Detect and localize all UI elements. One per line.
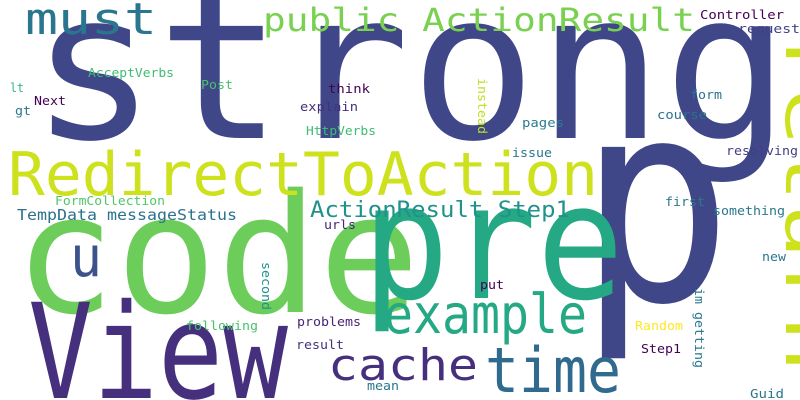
word-TempData-messageStatus: TempData messageStatus	[17, 206, 237, 224]
word-instead: instead	[475, 78, 489, 134]
word-im-getting: im getting	[692, 288, 706, 368]
word-Random: Random	[635, 319, 683, 333]
word-new: new	[762, 250, 787, 264]
word-lt: lt	[10, 81, 24, 95]
word-urls: urls	[324, 218, 356, 232]
word-time: time	[485, 334, 621, 400]
word-issue: issue	[512, 146, 552, 160]
word-Next: Next	[34, 94, 66, 108]
word-example: example	[384, 283, 587, 346]
word-HttpVerbs: HttpVerbs	[306, 124, 376, 138]
word-problems: problems	[297, 315, 361, 329]
word-Step1: Step1	[641, 342, 681, 356]
word-think: think	[328, 82, 371, 96]
word-course: course	[657, 108, 707, 122]
word-must: must	[25, 0, 157, 45]
word-mean: mean	[367, 379, 399, 393]
word-gt: gt	[15, 104, 31, 118]
word-ActionResult-Step1: ActionResult Step1	[310, 198, 570, 223]
word-code: code	[14, 159, 420, 351]
word-return: return	[770, 32, 800, 372]
word-pre: pre	[362, 149, 624, 336]
word-FormCollection: FormCollection	[55, 194, 165, 208]
word-AcceptVerbs: AcceptVerbs	[88, 66, 174, 80]
word-pages: pages	[522, 116, 564, 130]
word-Post: Post	[201, 78, 233, 92]
word-request: request	[738, 22, 800, 36]
word-following: following	[186, 319, 258, 333]
word-something: something	[713, 204, 785, 218]
word-Guid: Guid	[750, 387, 784, 400]
word-resolving: resolving	[726, 144, 798, 158]
word-u: u	[70, 225, 102, 290]
word-public-ActionResult: public ActionResult	[263, 1, 695, 39]
word-cache: cache	[328, 340, 478, 391]
word-form: form	[690, 88, 722, 102]
word-first: first	[665, 195, 705, 209]
word-p: p	[578, 41, 733, 367]
word-Controller: Controller	[700, 8, 784, 22]
word-result: result	[296, 338, 344, 352]
word-strong: strong	[30, 0, 790, 187]
word-RedirectToAction: RedirectToAction	[8, 140, 598, 210]
word-View: View	[28, 276, 288, 400]
word-put: put	[480, 278, 504, 292]
word-explain: explain	[300, 100, 358, 114]
word-second: second	[259, 262, 273, 310]
